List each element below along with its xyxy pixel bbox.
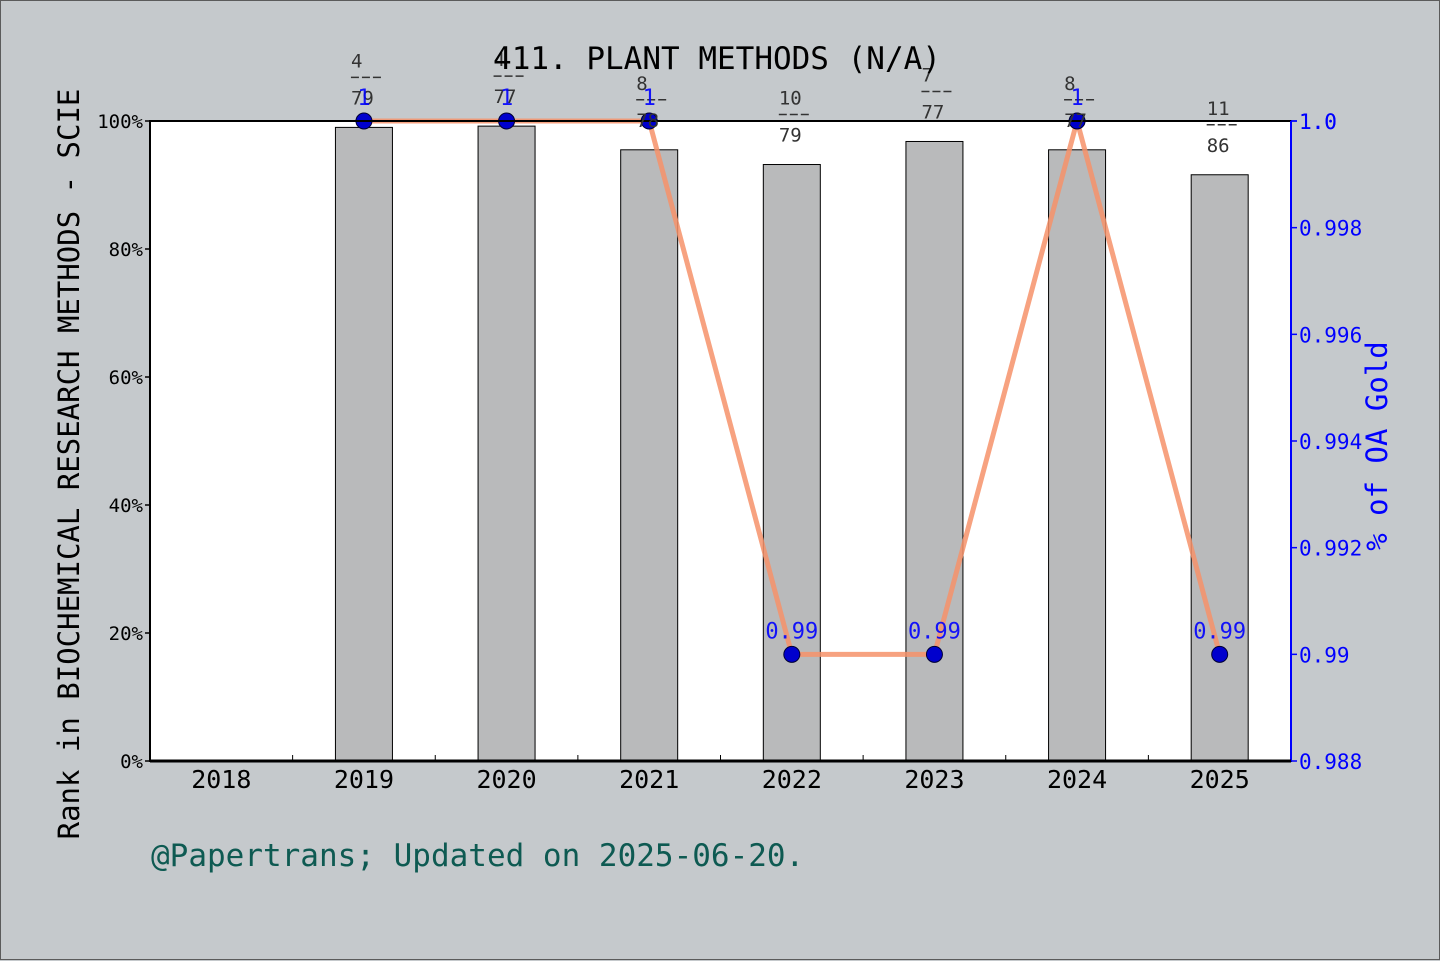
oa-label-2023: 0.99 (908, 619, 961, 644)
y2-tick-label: 0.992 (1299, 537, 1362, 561)
rank-label-2019: 4 (351, 50, 362, 72)
chart-title: 411. PLANT METHODS (N/A) (493, 41, 941, 77)
y-tick-label: 60% (109, 367, 144, 389)
oa-label-2024: 1 (1070, 86, 1083, 111)
oa-point-2023 (925, 645, 943, 663)
y2-tick-label: 1.0 (1299, 110, 1337, 134)
y2-tick-label: 0.998 (1299, 217, 1362, 241)
bar-2024 (1048, 149, 1107, 762)
axes-layer: 0% 20% 40% 60% 80% 100% 0.988 0.99 0.992 0.994 0.9… (97, 110, 1362, 794)
y-tick-label: 100% (97, 111, 143, 133)
bar-2019 (334, 126, 393, 762)
x-tick-label: 2024 (1047, 765, 1107, 794)
total-label-2024: 77 (1064, 110, 1087, 132)
bar-2021 (620, 149, 679, 762)
bar-2020 (477, 125, 536, 762)
rank-label-2020: 4 (494, 49, 505, 71)
y-tick-label: 80% (109, 239, 144, 261)
oa-label-2020: 1 (500, 86, 513, 111)
total-label-2023: 77 (921, 101, 944, 123)
total-label-2019: 79 (351, 87, 374, 109)
y-tick-label: 40% (109, 495, 144, 517)
oa-label-2022: 0.99 (765, 619, 818, 644)
y2-tick-label: 1.0 (1299, 110, 1337, 134)
y-tick-label: 20% (109, 623, 144, 645)
footer-credit: @Papertrans; Updated on 2025-06-20. (151, 838, 804, 874)
total-label-2025: 86 (1207, 135, 1230, 157)
bars-layer (334, 125, 1249, 762)
y-axis-label: Rank in BIOCHEMICAL RESEARCH METHODS - S… (52, 89, 86, 840)
oa-label-2019: 1 (357, 86, 370, 111)
plot-area (150, 121, 1291, 761)
x-tick-label: 2018 (191, 765, 251, 794)
bar-2023 (905, 140, 964, 762)
x-tick-label: 2021 (619, 765, 679, 794)
rank-label-2021: 8 (636, 73, 647, 95)
rank-label-2022: 10 (779, 88, 802, 110)
x-tick-label: 2019 (334, 765, 394, 794)
oa-point-2025 (1211, 645, 1229, 663)
rank-label-2024: 8 (1064, 73, 1075, 95)
oa-point-2022 (783, 645, 801, 663)
y-tick-label: 0% (120, 751, 143, 773)
x-tick-label: 2023 (904, 765, 964, 794)
y2-tick-label: 0.99 (1299, 643, 1350, 667)
rank-label-2023: 7 (921, 64, 932, 86)
oa-label-2021: 1 (643, 86, 656, 111)
bar-2025 (1190, 174, 1249, 762)
total-label-2022: 79 (779, 125, 802, 147)
x-tick-label: 2025 (1190, 765, 1250, 794)
y2-tick-label: 0.988 (1299, 750, 1362, 774)
rank-label-2025: 11 (1207, 98, 1230, 120)
y2-axis-label: % of OA Gold (1360, 341, 1394, 551)
oa-label-2025: 0.99 (1193, 619, 1246, 644)
x-tick-label: 2022 (762, 765, 822, 794)
x-tick-label: 2020 (476, 765, 536, 794)
y2-tick-label: 0.996 (1299, 323, 1362, 347)
total-label-2020: 77 (494, 86, 517, 108)
total-label-2021: 78 (636, 110, 659, 132)
y2-tick-label: 0.994 (1299, 430, 1362, 454)
bar-2022 (762, 164, 821, 762)
